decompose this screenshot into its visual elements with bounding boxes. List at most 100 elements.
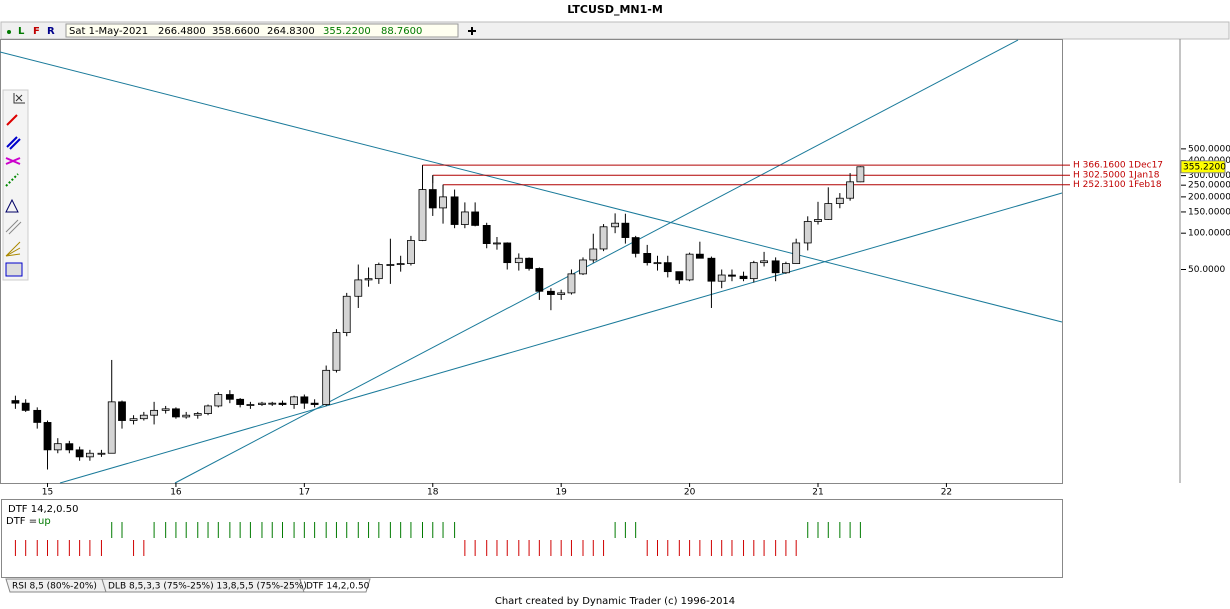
y-tick-label: 250.0000 [1188, 181, 1230, 191]
candle-body [21, 402, 30, 411]
toolbar-icon[interactable] [6, 114, 18, 126]
candle-body [386, 264, 395, 266]
candle-body [450, 196, 459, 225]
x-tick-label: 22 [941, 488, 952, 498]
candle-body [225, 394, 234, 400]
header-date: Sat 1-May-2021 [69, 26, 148, 37]
header-field: 358.6600 [212, 26, 260, 37]
toolbar-icon[interactable] [5, 262, 23, 277]
toolbar-icon[interactable] [5, 198, 19, 213]
toolbar-icon[interactable] [5, 157, 21, 165]
indicator-state-label: DTF = [6, 516, 37, 527]
candle-body [782, 263, 790, 274]
candle-body [33, 409, 42, 423]
candle-body [246, 404, 255, 406]
x-tick-label: 16 [170, 488, 182, 498]
candle-body [258, 402, 266, 405]
candle-body [760, 260, 768, 264]
candle-body [621, 222, 630, 238]
candle-body [332, 332, 341, 371]
candle-body [278, 402, 287, 405]
candle-body [599, 226, 608, 250]
candle-body [717, 274, 726, 282]
candle-body [310, 402, 319, 405]
candle-body [354, 279, 363, 297]
candle-body [856, 166, 865, 183]
x-tick-label: 18 [427, 488, 439, 498]
candle-body [322, 369, 331, 405]
status-dot [7, 30, 11, 34]
header-field: 266.4800 [158, 26, 206, 37]
toolbar-icon[interactable] [13, 93, 25, 104]
toolbar-icon[interactable] [5, 173, 19, 187]
candle-body [547, 290, 555, 295]
candle-body [803, 221, 812, 244]
footer: Chart created by Dynamic Trader (c) 1996… [495, 596, 735, 607]
tab-label[interactable]: DTF 14,2,0.50 [306, 582, 370, 592]
candle-body [396, 263, 405, 265]
candle-body [503, 242, 512, 264]
candle-body [85, 452, 94, 458]
candle-body [290, 396, 298, 405]
candle-body [728, 274, 736, 277]
candle-body [685, 253, 694, 281]
toolbar-icon[interactable] [6, 136, 21, 150]
header-field: 88.7600 [381, 26, 422, 37]
candle-body [567, 273, 576, 294]
candle-body [342, 295, 351, 333]
candle-body [835, 197, 844, 204]
candle-body [204, 405, 212, 414]
candle-body [374, 264, 383, 280]
candle-body [428, 189, 437, 209]
x-tick-label: 20 [684, 488, 696, 498]
candle-body [364, 278, 373, 281]
candle-body [407, 240, 415, 264]
flag: R [47, 26, 55, 37]
candle-body [792, 242, 801, 264]
candle-body [139, 414, 148, 420]
y-tick-label: 500.0000 [1188, 144, 1230, 154]
x-tick-label: 19 [555, 488, 567, 498]
last-price-label: 355.2200 [1183, 162, 1226, 172]
candle-body [107, 401, 116, 454]
header-field: 264.8300 [267, 26, 315, 37]
y-tick-label: 50.0000 [1188, 265, 1225, 275]
candle-body [579, 259, 587, 275]
indicator-label: DTF 14,2,0.50 [8, 504, 78, 515]
y-tick-label: 150.0000 [1188, 207, 1230, 217]
tab-label[interactable]: DLB 8,5,3,3 (75%-25%) 13,8,5,5 (75%-25%) [108, 582, 307, 592]
last-price-box [1180, 160, 1226, 174]
x-tick-label: 15 [42, 488, 53, 498]
candle-body [471, 211, 480, 226]
trend-line [59, 192, 1063, 484]
candle-body [172, 408, 180, 418]
candle-body [514, 257, 523, 264]
candle-body [643, 252, 652, 264]
candle-body [418, 189, 427, 241]
tab-label[interactable]: RSI 8,5 (80%-20%) [12, 582, 97, 592]
marks: 500.0000400.0000300.0000250.0000200.0000… [11, 144, 1230, 498]
candle-body [439, 196, 447, 209]
candle-body [75, 449, 84, 458]
x-tick-label: 17 [299, 488, 310, 498]
flag: F [33, 26, 40, 37]
candle-body [43, 422, 52, 451]
candle-body [65, 443, 74, 451]
add-button[interactable] [468, 27, 476, 35]
header-box [65, 23, 459, 38]
candle-body [460, 211, 469, 225]
y-tick-label: 200.0000 [1188, 192, 1230, 202]
plot-frame [0, 39, 1063, 484]
toolbar-icon[interactable] [5, 241, 21, 257]
candle-body [824, 203, 833, 220]
candle-body [97, 452, 106, 455]
candle-body [214, 394, 223, 407]
candle-body [182, 414, 191, 418]
candle-body [675, 271, 684, 281]
tab[interactable] [299, 578, 371, 593]
candle-body [663, 262, 672, 273]
candle-body [129, 418, 138, 421]
indicator-panel [1, 499, 1063, 578]
toolbar-icon[interactable] [5, 219, 22, 235]
